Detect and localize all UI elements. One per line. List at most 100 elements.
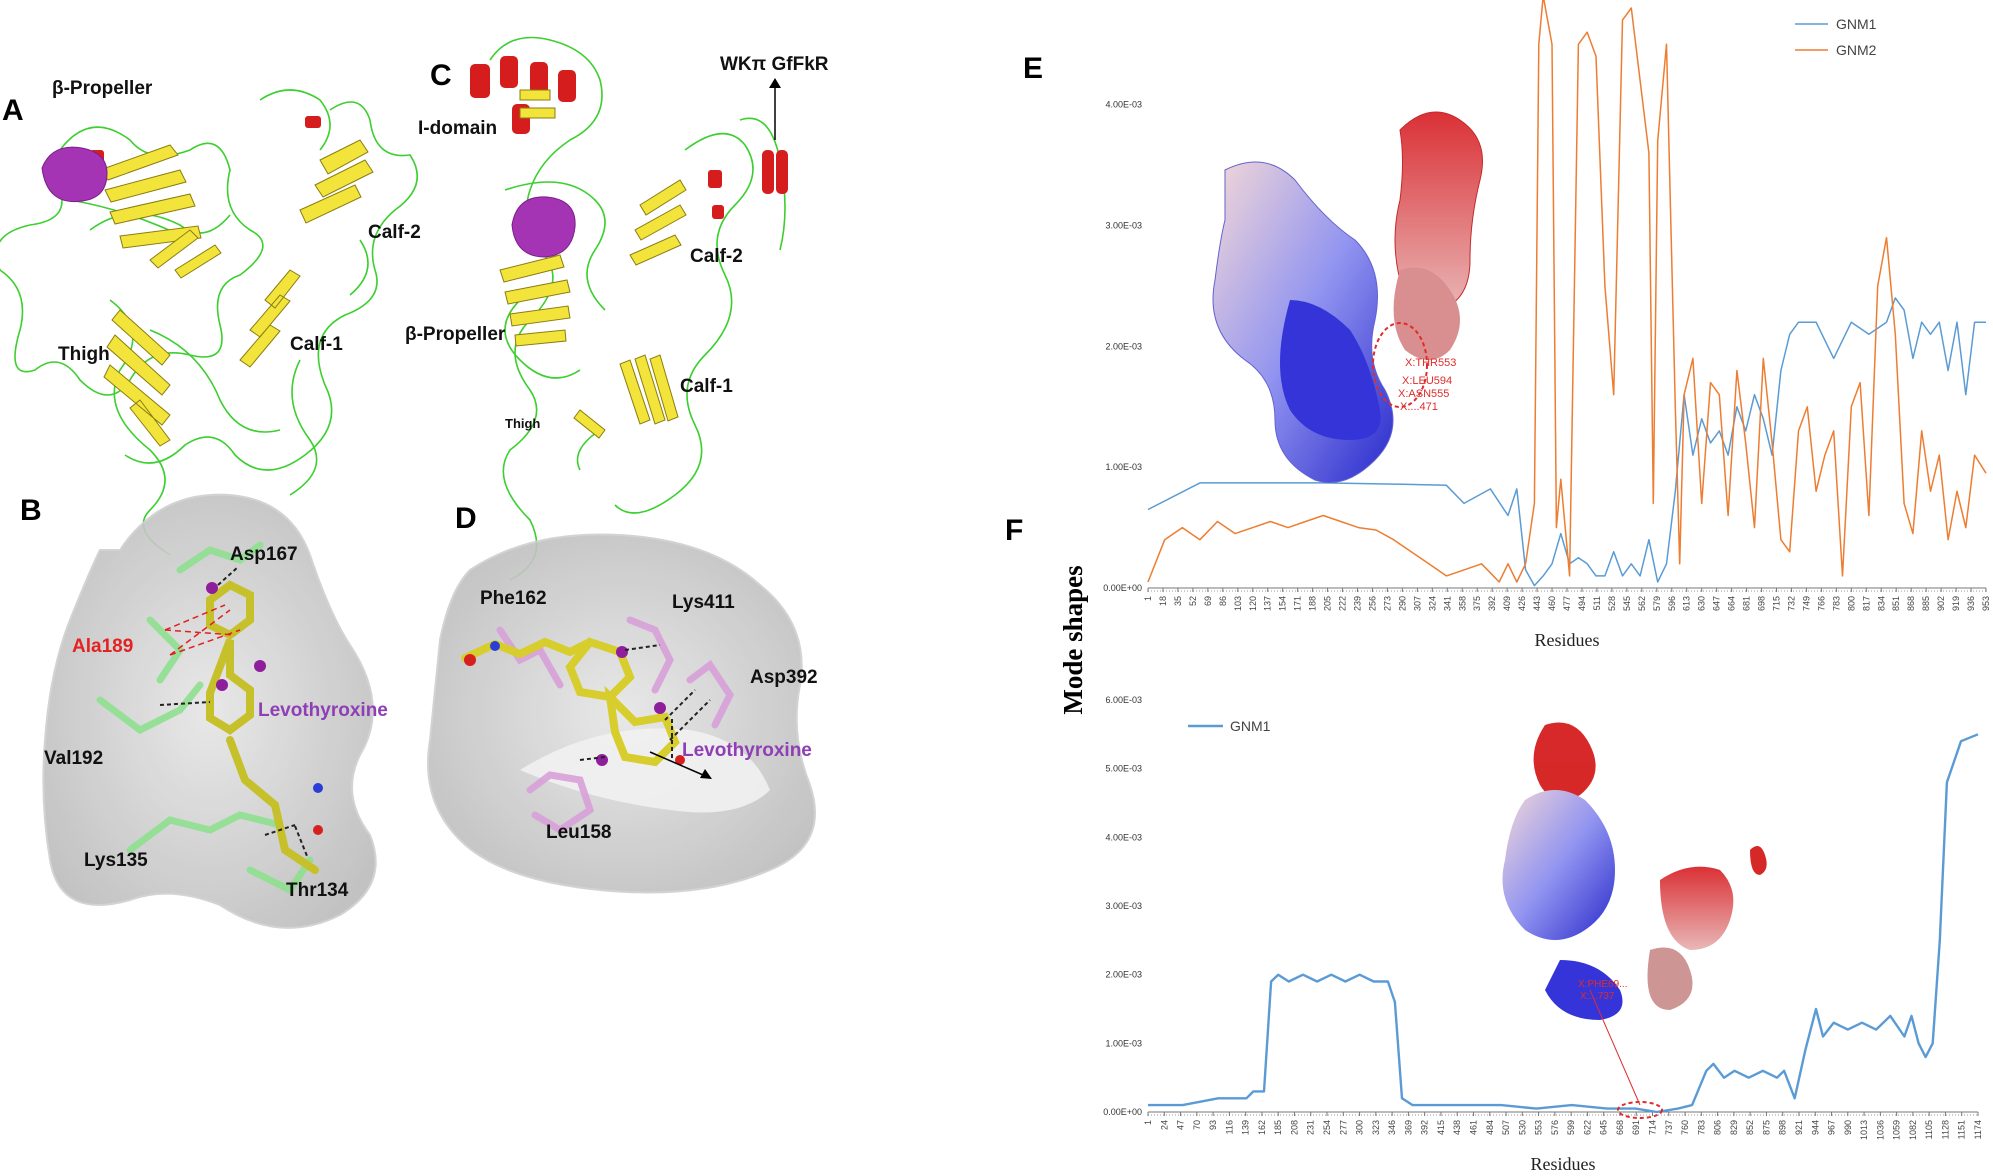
x-tick-label: 691 [1631,1120,1641,1135]
x-tick-label: 944 [1810,1120,1820,1135]
x-tick-label: 936 [1966,596,1976,611]
inset-structure-f: X:PHE69... X:...737 [1502,722,1767,1119]
residue-asp167: Asp167 [230,544,298,565]
x-tick-label: 1128 [1940,1120,1950,1139]
x-tick-label: 530 [1517,1120,1527,1135]
x-tick-label: 898 [1778,1120,1788,1135]
y-tick-label: 0.00E+00 [1103,1107,1142,1117]
ligand-name-d: Levothyroxine [682,740,812,761]
x-tick-label: 507 [1501,1120,1511,1135]
x-tick-label: 919 [1951,596,1961,611]
x-tick-label: 52 [1188,596,1198,606]
x-tick-label: 852 [1745,1120,1755,1135]
y-tick-label: 0.00E+00 [1103,583,1142,593]
panel-d: D Phe162 [427,502,818,894]
x-tick-label: 613 [1682,596,1692,611]
x-tick-label: 1059 [1892,1120,1902,1140]
panel-letter-b: B [20,494,42,527]
x-tick-label: 171 [1293,596,1303,611]
x-tick-label: 443 [1532,596,1542,611]
x-tick-label: 596 [1667,596,1677,611]
panel-letter-f: F [1005,514,1023,547]
ligand-surface-c [511,196,576,258]
y-tick-label: 3.00E-03 [1105,221,1142,231]
x-tick-label: 346 [1387,1120,1397,1135]
x-tick-label: 622 [1582,1120,1592,1135]
x-tick-label: 834 [1876,596,1886,611]
x-tick-label: 921 [1794,1120,1804,1135]
x-tick-label: 484 [1485,1120,1495,1135]
legend-label: GNM1 [1230,718,1271,734]
x-tick-label: 715 [1772,596,1782,611]
x-tick-label: 1 [1143,596,1153,601]
x-tick-label: 579 [1652,596,1662,611]
ligand-arrowhead-d [700,769,712,779]
residue-thr134: Thr134 [286,880,349,901]
label-calf2-a: Calf-2 [368,222,421,243]
panel-c: C I-domain [405,36,829,581]
residue-annotation-f-2: X:...737 [1580,991,1615,1002]
x-tick-label: 562 [1637,596,1647,611]
residue-lys411: Lys411 [672,592,735,613]
x-tick-label: 369 [1403,1120,1413,1135]
x-tick-label: 511 [1592,596,1602,610]
label-thigh-c: Thigh [505,416,540,431]
motif-arrowhead [769,78,781,88]
x-tick-label: 714 [1648,1120,1658,1135]
y-tick-label: 4.00E-03 [1105,832,1142,842]
x-tick-label: 1082 [1908,1120,1918,1140]
residue-annotation-e-3: X:ASN555 [1398,388,1449,400]
ligand-atoms-b [206,582,323,835]
y-tick-label: 5.00E-03 [1105,764,1142,774]
residue-lys135: Lys135 [84,850,148,871]
x-tick-label: 324 [1427,596,1437,611]
x-tick-label: 800 [1846,596,1856,611]
x-tick-label: 358 [1457,596,1467,611]
x-tick-label: 341 [1442,596,1452,611]
x-tick-label: 409 [1502,596,1512,611]
x-tick-label: 749 [1801,596,1811,611]
x-tick-label: 553 [1534,1120,1544,1135]
residue-annotation-e-1: X:THR553 [1405,357,1456,369]
x-tick-label: 208 [1289,1120,1299,1135]
x-tick-label: 817 [1861,596,1871,611]
x-tick-label: 139 [1241,1120,1251,1135]
residue-sticks-d [496,616,735,835]
x-tick-label: 460 [1547,596,1557,611]
x-tick-label: 737 [1664,1120,1674,1135]
ligand-surface-a [41,146,108,203]
x-tick-label: 461 [1468,1120,1478,1135]
x-tick-label: 231 [1306,1120,1316,1135]
x-tick-label: 1036 [1875,1120,1885,1140]
panel-letter-e: E [1023,52,1043,85]
label-calf2-c: Calf-2 [690,246,743,267]
x-tick-label: 599 [1566,1120,1576,1135]
x-tick-label: 732 [1786,596,1796,611]
panel-letter-d: D [455,502,477,535]
x-tick-label: 829 [1729,1120,1739,1135]
panel-b: B Asp167 Al [20,493,388,929]
x-tick-label: 438 [1452,1120,1462,1135]
x-tick-label: 868 [1906,596,1916,611]
x-tick-label: 254 [1322,1120,1332,1135]
x-tick-label: 392 [1487,596,1497,611]
label-calf1-a: Calf-1 [290,334,343,355]
residue-val192: Val192 [44,748,103,769]
hbonds-b [159,566,308,857]
x-tick-label: 273 [1382,596,1392,611]
idomain-c [470,56,576,134]
shared-y-axis-label: Mode shapes [1058,565,1088,714]
x-tick-label: 766 [1816,596,1826,611]
x-tick-label: 120 [1248,596,1258,611]
x-tick-label: 375 [1472,596,1482,611]
x-tick-label: 528 [1607,596,1617,611]
x-tick-label: 137 [1263,596,1273,611]
x-tick-label: 760 [1680,1120,1690,1135]
x-tick-label: 576 [1550,1120,1560,1135]
x-tick-label: 35 [1173,596,1183,606]
x-tick-label: 24 [1159,1120,1169,1130]
y-tick-label: 1.00E-03 [1105,1038,1142,1048]
residue-asp392: Asp392 [750,667,818,688]
x-tick-label: 1105 [1924,1120,1934,1139]
